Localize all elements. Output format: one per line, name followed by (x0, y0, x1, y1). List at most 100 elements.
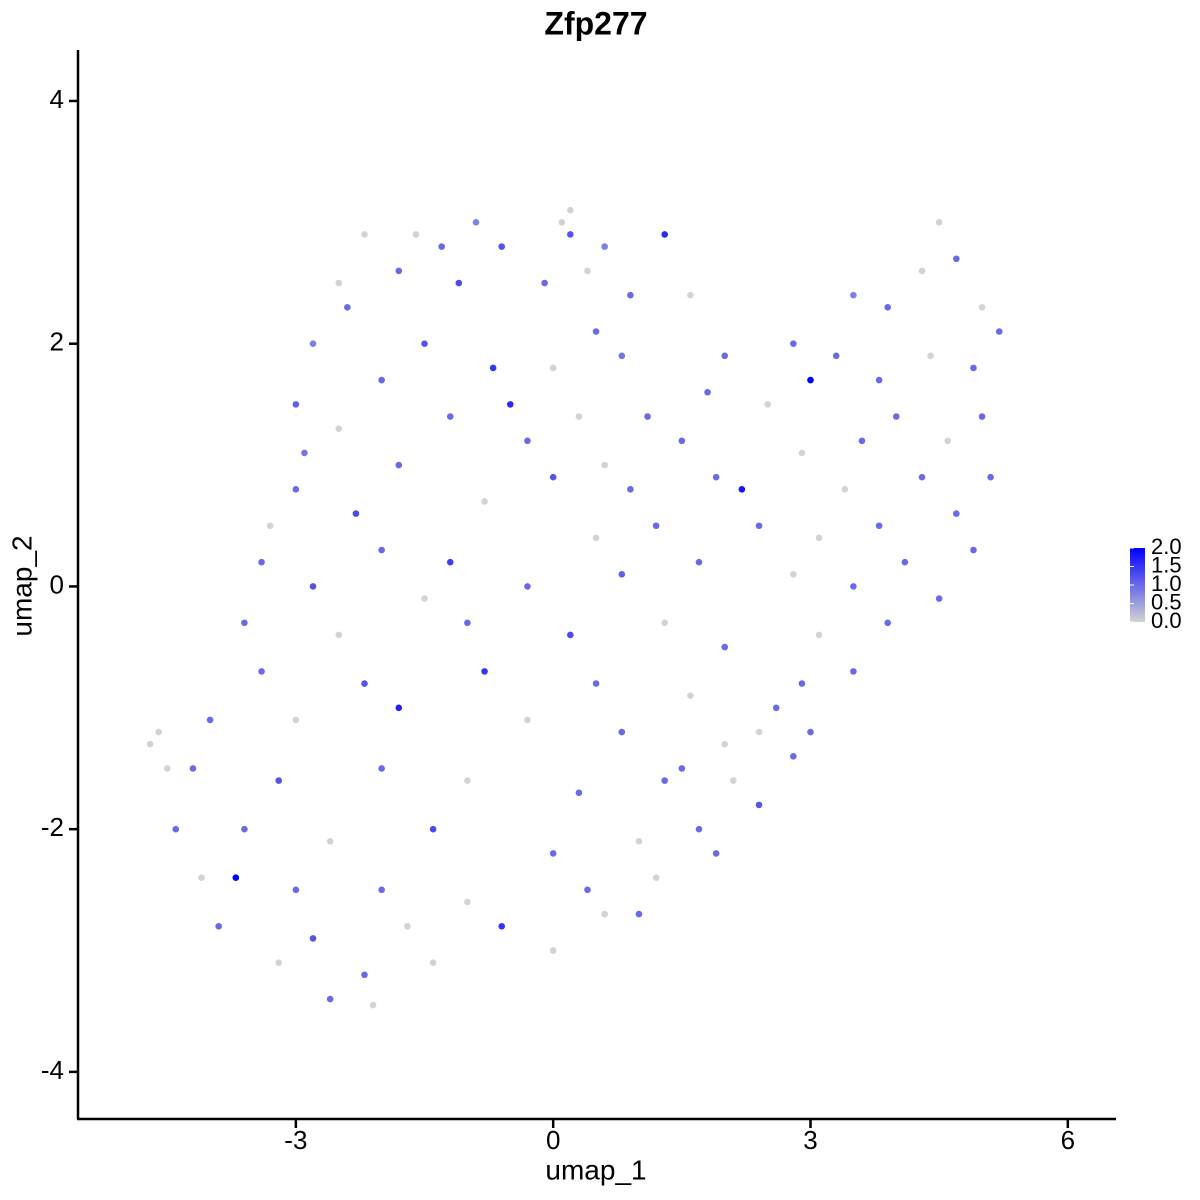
point (764, 401, 771, 408)
y-tick-label: 0 (50, 569, 64, 599)
point (918, 267, 926, 275)
point (601, 461, 608, 469)
point (661, 619, 668, 627)
point (309, 935, 317, 942)
point (498, 243, 506, 250)
point (790, 753, 797, 760)
point (884, 619, 892, 627)
point (815, 534, 823, 542)
chart-title: Zfp277 (544, 5, 647, 41)
point (309, 583, 317, 590)
point (738, 486, 746, 493)
point (301, 449, 308, 457)
point (549, 850, 557, 857)
point (378, 376, 385, 384)
point (524, 716, 531, 724)
point (335, 425, 343, 432)
point (798, 680, 806, 687)
point (627, 291, 634, 299)
point (446, 413, 454, 420)
point (567, 206, 574, 214)
point (506, 401, 514, 408)
point (481, 498, 488, 505)
colorbar-label: 0.0 (1151, 608, 1182, 633)
point (661, 777, 668, 784)
point (695, 558, 703, 566)
colorbar-label: 1.0 (1151, 571, 1182, 596)
point (481, 668, 488, 675)
point (584, 267, 591, 275)
point (970, 546, 977, 554)
y-tick-label: 4 (50, 84, 64, 114)
point (678, 765, 686, 772)
x-tick-label: 0 (546, 1125, 560, 1155)
point (326, 837, 334, 845)
y-tick-label: -4 (41, 1055, 64, 1085)
point (850, 291, 857, 299)
point (884, 303, 892, 311)
point (549, 473, 557, 481)
point (429, 825, 437, 833)
point (635, 910, 643, 918)
point (361, 971, 368, 979)
point (464, 619, 471, 627)
point (875, 522, 883, 530)
point (995, 328, 1003, 335)
point (378, 546, 385, 554)
y-tick-label: -2 (41, 812, 64, 842)
point (155, 728, 162, 736)
point (892, 413, 900, 420)
point (678, 437, 686, 445)
point (335, 279, 343, 287)
point (549, 947, 557, 954)
point (558, 219, 566, 226)
point (721, 740, 729, 748)
point (498, 922, 506, 930)
point (755, 728, 763, 736)
point (644, 413, 651, 420)
point (404, 922, 411, 930)
point (549, 364, 557, 372)
point (807, 376, 814, 384)
point (695, 825, 703, 833)
point (987, 473, 994, 481)
point (592, 680, 600, 687)
point (189, 765, 197, 772)
point (352, 510, 360, 517)
point (335, 631, 343, 639)
point (901, 558, 909, 566)
point (755, 522, 763, 530)
point (592, 328, 600, 335)
point (850, 583, 857, 590)
point (275, 959, 283, 966)
point (163, 765, 171, 772)
point (815, 631, 823, 639)
point (652, 874, 660, 881)
point (687, 692, 694, 699)
point (361, 231, 368, 238)
point (567, 631, 574, 639)
point (326, 995, 334, 1003)
point (970, 364, 977, 372)
point (592, 534, 600, 542)
point (215, 922, 222, 930)
point (798, 449, 806, 457)
point (232, 874, 240, 881)
point (790, 570, 797, 578)
point (875, 376, 883, 384)
colorbar-label: 1.5 (1151, 552, 1182, 577)
point (601, 910, 608, 918)
point (421, 340, 428, 348)
point (618, 352, 626, 360)
point (584, 886, 591, 894)
point (953, 510, 960, 517)
point (575, 413, 583, 420)
point (309, 340, 317, 348)
point (687, 291, 694, 299)
point (344, 303, 351, 311)
point (790, 340, 797, 348)
point (807, 728, 814, 736)
point (721, 643, 729, 651)
point (369, 1001, 377, 1009)
point (446, 558, 454, 566)
